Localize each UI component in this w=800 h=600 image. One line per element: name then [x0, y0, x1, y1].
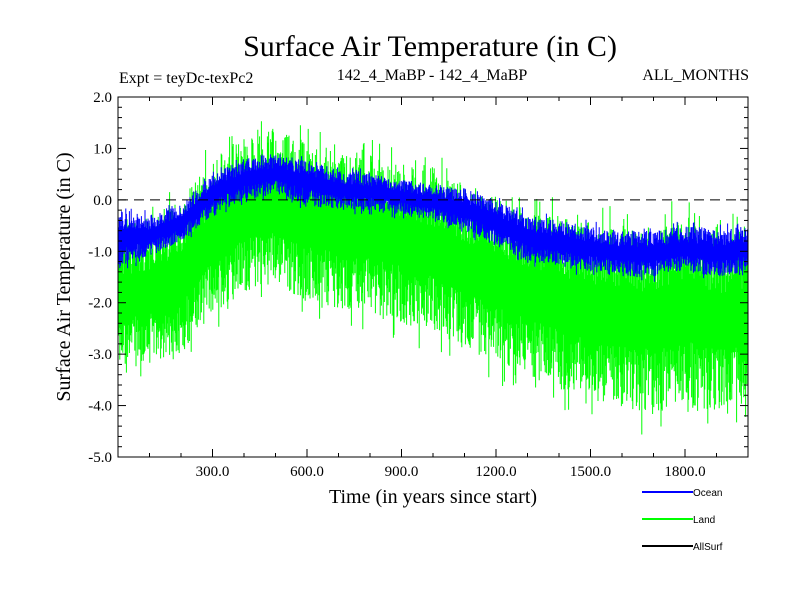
y-axis-ticks: 2.0 1.0 0.0 -1.0 -2.0 -3.0 -4.0 -5.0 — [88, 90, 748, 466]
y-tick-label: 1.0 — [93, 141, 112, 157]
y-tick-label: -4.0 — [88, 399, 112, 415]
y-axis-label: Surface Air Temperature (in C) — [53, 152, 75, 401]
chart-subtitle-center: 142_4_MaBP - 142_4_MaBP — [337, 67, 528, 84]
x-tick-label: 900.0 — [385, 464, 419, 480]
y-tick-label: -2.0 — [88, 296, 112, 312]
legend-label-land: Land — [693, 515, 715, 526]
y-tick-label: 2.0 — [93, 90, 112, 106]
x-axis-ticks: 300.0 600.0 900.0 1200.0 1500.0 1800.0 — [149, 97, 717, 480]
legend-label-ocean: Ocean — [693, 488, 722, 499]
y-tick-label: 0.0 — [93, 193, 112, 209]
x-tick-label: 300.0 — [196, 464, 230, 480]
y-tick-label: -3.0 — [88, 347, 112, 363]
x-tick-label: 1200.0 — [475, 464, 516, 480]
x-tick-label: 1800.0 — [664, 464, 705, 480]
x-tick-label: 1500.0 — [570, 464, 611, 480]
chart-title: Surface Air Temperature (in C) — [243, 30, 617, 63]
x-tick-label: 600.0 — [290, 464, 324, 480]
x-axis-label: Time (in years since start) — [329, 486, 537, 508]
chart-subtitle-left: Expt = teyDc-texPc2 — [119, 70, 253, 87]
chart-subtitle-right: ALL_MONTHS — [642, 67, 749, 84]
y-tick-label: -5.0 — [88, 450, 112, 466]
legend-label-allsurf: AllSurf — [693, 542, 723, 553]
legend: Ocean Land AllSurf — [642, 488, 723, 553]
y-tick-label: -1.0 — [88, 244, 112, 260]
